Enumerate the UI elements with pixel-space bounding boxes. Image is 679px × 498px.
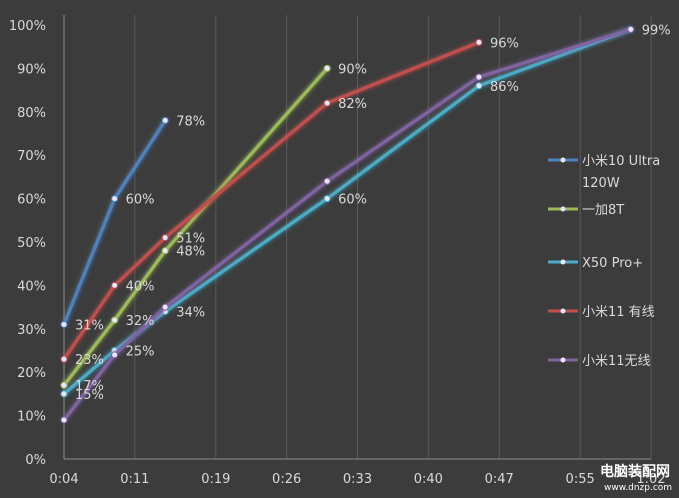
y-tick-label: 10% <box>17 410 46 425</box>
data-point <box>627 25 635 33</box>
series-line <box>62 27 633 396</box>
y-tick-label: 40% <box>17 279 46 294</box>
data-point <box>161 116 169 124</box>
data-point <box>475 38 483 46</box>
watermark-main: 电脑装配网 <box>600 463 670 480</box>
data-label: 60% <box>126 193 155 208</box>
axis-layer: 0:04 0:11 0:19 0:26 0:33 0:40 0:47 0:55 1:02 0% 10… <box>9 15 666 487</box>
data-point <box>161 303 169 311</box>
series-0 <box>60 116 169 328</box>
data-point <box>111 195 119 203</box>
data-label: 82% <box>338 97 367 112</box>
data-label: 60% <box>338 193 367 208</box>
legend-item-0[interactable]: 小米10 Ultra 120W <box>548 154 660 191</box>
x-tick-label: 1:02 <box>636 472 665 487</box>
legend-label: 小米10 Ultra <box>582 154 660 169</box>
legend-marker <box>560 206 566 212</box>
series-layer <box>60 25 635 424</box>
data-label: 34% <box>176 305 205 320</box>
data-point <box>60 381 68 389</box>
y-tick-label: 90% <box>17 62 46 77</box>
series-4 <box>60 25 635 424</box>
x-tick-label: 0:47 <box>485 472 514 487</box>
data-label: 48% <box>176 245 205 260</box>
data-point <box>111 351 119 359</box>
series-line <box>62 27 633 422</box>
x-tick-label: 0:26 <box>272 472 301 487</box>
data-point <box>60 355 68 363</box>
x-tick-label: 0:11 <box>120 472 149 487</box>
data-point <box>323 195 331 203</box>
legend-marker <box>560 357 566 363</box>
data-point <box>323 64 331 72</box>
watermark: 电脑装配网 www.dnzp.com <box>600 463 672 493</box>
data-point <box>161 234 169 242</box>
data-point <box>475 73 483 81</box>
x-tick-label: 0:19 <box>201 472 230 487</box>
data-label: 15% <box>75 388 104 403</box>
data-label: 96% <box>490 36 519 51</box>
legend-label: 一加8T <box>582 203 624 218</box>
data-label: 51% <box>176 232 205 247</box>
legend-label: X50 Pro+ <box>582 256 643 271</box>
data-label: 31% <box>75 318 104 333</box>
y-tick-label: 70% <box>17 149 46 164</box>
legend-item-4[interactable]: 小米11无线 <box>548 354 651 369</box>
y-tick-label: 0% <box>25 453 46 468</box>
data-label: 78% <box>176 114 205 129</box>
y-tick-label: 50% <box>17 236 46 251</box>
data-label: 25% <box>126 345 155 360</box>
data-label: 40% <box>126 279 155 294</box>
x-tick-label: 0:55 <box>566 472 595 487</box>
y-tick-label: 100% <box>9 19 46 34</box>
data-point <box>111 281 119 289</box>
data-point <box>60 390 68 398</box>
data-point <box>60 416 68 424</box>
series-line <box>62 66 329 387</box>
data-label: 86% <box>490 80 519 95</box>
data-label: 99% <box>642 23 671 38</box>
legend-marker <box>560 259 566 265</box>
data-point <box>323 177 331 185</box>
legend-marker <box>560 157 566 163</box>
data-point <box>475 82 483 90</box>
x-tick-label: 0:40 <box>414 472 443 487</box>
data-label-layer: 31% 60% 78% 17% 32% 48% 90% 15% 25% 34% 60% 86% 99% 2… <box>75 23 671 403</box>
data-label: 17% <box>75 379 104 394</box>
series-1 <box>60 64 331 389</box>
data-point <box>60 320 68 328</box>
data-point <box>161 247 169 255</box>
legend-item-2[interactable]: X50 Pro+ <box>548 256 643 271</box>
legend-label: 小米11 有线 <box>582 305 655 320</box>
legend-label: 120W <box>582 176 620 191</box>
legend-item-1[interactable]: 一加8T <box>548 203 624 218</box>
legend-marker <box>560 308 566 314</box>
series-3 <box>60 38 483 363</box>
x-tick-label: 0:33 <box>343 472 372 487</box>
watermark-sub: www.dnzp.com <box>604 483 672 493</box>
y-tick-label: 20% <box>17 366 46 381</box>
data-label: 90% <box>338 62 367 77</box>
x-tick-label: 0:04 <box>49 472 78 487</box>
data-label: 32% <box>126 314 155 329</box>
data-label: 23% <box>75 353 104 368</box>
data-point <box>323 99 331 107</box>
y-tick-label: 60% <box>17 193 46 208</box>
y-tick-label: 80% <box>17 106 46 121</box>
y-tick-label: 30% <box>17 323 46 338</box>
data-point <box>111 316 119 324</box>
legend-item-3[interactable]: 小米11 有线 <box>548 305 655 320</box>
legend-label: 小米11无线 <box>582 354 651 369</box>
